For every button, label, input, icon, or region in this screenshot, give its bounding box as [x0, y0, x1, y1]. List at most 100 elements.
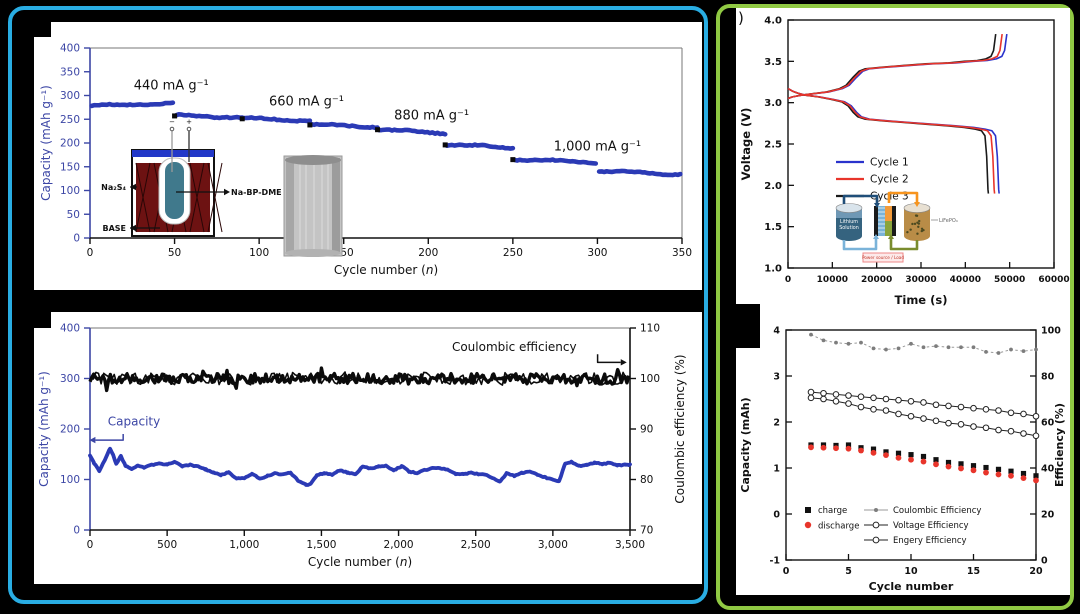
svg-text:1: 1 — [773, 464, 780, 475]
svg-text:150: 150 — [60, 161, 80, 173]
svg-text:0: 0 — [773, 510, 780, 521]
svg-text:Cycle number (n): Cycle number (n) — [334, 263, 438, 277]
svg-text:10: 10 — [904, 566, 918, 577]
svg-text:440 mA g⁻¹: 440 mA g⁻¹ — [134, 78, 209, 93]
svg-text:4: 4 — [773, 326, 780, 337]
svg-text:Cycle 2: Cycle 2 — [870, 174, 909, 186]
svg-text:660 mA g⁻¹: 660 mA g⁻¹ — [269, 94, 344, 109]
svg-text:3,500: 3,500 — [615, 539, 645, 551]
svg-text:3.5: 3.5 — [764, 57, 782, 68]
svg-text:50: 50 — [168, 247, 181, 259]
svg-text:Efficiency (%): Efficiency (%) — [1053, 403, 1066, 487]
svg-text:3.0: 3.0 — [764, 98, 782, 109]
svg-text:500: 500 — [157, 539, 177, 551]
svg-text:Engery Efficiency: Engery Efficiency — [893, 536, 967, 546]
svg-text:40000: 40000 — [950, 275, 981, 285]
svg-text:20: 20 — [1029, 566, 1043, 577]
svg-text:1,500: 1,500 — [306, 539, 336, 551]
svg-text:30000: 30000 — [905, 275, 936, 285]
svg-text:2,500: 2,500 — [461, 539, 491, 551]
svg-text:0: 0 — [87, 539, 94, 551]
svg-text:1,000: 1,000 — [229, 539, 259, 551]
svg-text:110: 110 — [640, 323, 660, 335]
svg-text:200: 200 — [60, 424, 80, 436]
svg-text:charge: charge — [818, 506, 847, 516]
svg-text:20: 20 — [1041, 510, 1055, 521]
svg-text:Cycle number: Cycle number — [869, 580, 954, 593]
svg-text:Solution: Solution — [839, 225, 859, 231]
svg-text:50: 50 — [67, 209, 80, 221]
svg-text:50000: 50000 — [994, 275, 1025, 285]
svg-text:Capacity (mAh g⁻¹): Capacity (mAh g⁻¹) — [37, 371, 51, 487]
svg-text:250: 250 — [503, 247, 523, 259]
svg-text:2.5: 2.5 — [764, 140, 782, 151]
svg-text:40: 40 — [1041, 464, 1055, 475]
svg-text:−: − — [169, 118, 175, 126]
svg-text:Cycle number (n): Cycle number (n) — [308, 555, 412, 569]
svg-text:2,000: 2,000 — [384, 539, 414, 551]
cropped-label-patch — [34, 22, 51, 37]
svg-text:Capacity (mAh): Capacity (mAh) — [739, 397, 752, 492]
panel-right: ) 1.0 1.5 2.0 2.5 3.0 3.5 4.0 0 10000 20000 30000 4… — [716, 4, 1074, 610]
cycling-chart: 0 100 200 300 400 70 80 90 100 110 0 500 1,000 1,500 2… — [37, 323, 687, 570]
svg-text:100: 100 — [1041, 326, 1061, 337]
svg-text:Cycle 1: Cycle 1 — [870, 157, 909, 169]
svg-text:70: 70 — [640, 525, 653, 537]
svg-text:0: 0 — [73, 525, 80, 537]
svg-text:Coulombic efficiency: Coulombic efficiency — [452, 340, 577, 354]
svg-text:Coulombic efficiency (%): Coulombic efficiency (%) — [673, 354, 687, 503]
svg-text:100: 100 — [640, 373, 660, 385]
panel-left: 0 50 100 150 200 250 300 350 400 0 50 100 150 200 250 3… — [8, 6, 708, 604]
svg-text:100: 100 — [60, 185, 80, 197]
cropped-label-patch — [734, 304, 760, 348]
svg-text:3,000: 3,000 — [538, 539, 568, 551]
svg-text:Na₂S₄: Na₂S₄ — [101, 183, 126, 192]
svg-text:60: 60 — [1041, 418, 1055, 429]
cropped-label-patch — [34, 312, 51, 328]
svg-text:0: 0 — [1041, 556, 1048, 567]
svg-text:15: 15 — [967, 566, 980, 577]
svg-text:10000: 10000 — [817, 275, 848, 285]
svg-text:1.0: 1.0 — [764, 264, 782, 275]
svg-text:400: 400 — [60, 323, 80, 335]
svg-text:Lithium: Lithium — [840, 219, 858, 225]
svg-text:90: 90 — [640, 424, 653, 436]
right-charts-figure: ) 1.0 1.5 2.0 2.5 3.0 3.5 4.0 0 10000 20000 30000 4… — [736, 8, 1070, 595]
svg-text:-1: -1 — [769, 556, 780, 567]
svg-text:100: 100 — [60, 474, 80, 486]
svg-text:300: 300 — [587, 247, 607, 259]
svg-text:300: 300 — [60, 90, 80, 102]
svg-text:1.5: 1.5 — [764, 222, 782, 233]
voltage-chart: 1.0 1.5 2.0 2.5 3.0 3.5 4.0 0 10000 20000 30000 400… — [739, 16, 1070, 308]
svg-text:3: 3 — [773, 372, 780, 383]
svg-text:Voltage Efficiency: Voltage Efficiency — [893, 521, 969, 531]
svg-text:4.0: 4.0 — [764, 16, 782, 27]
svg-text:400: 400 — [60, 43, 80, 55]
svg-text:80: 80 — [1041, 372, 1055, 383]
svg-text:5: 5 — [845, 566, 852, 577]
svg-text:880 mA g⁻¹: 880 mA g⁻¹ — [394, 109, 469, 124]
svg-text:200: 200 — [418, 247, 438, 259]
cycling-chart-figure: 0 100 200 300 400 70 80 90 100 110 0 500 1,000 1,500 2… — [34, 312, 702, 584]
svg-text:20000: 20000 — [861, 275, 892, 285]
svg-text:Time (s): Time (s) — [895, 293, 948, 307]
svg-text:Capacity: Capacity — [108, 414, 160, 428]
svg-text:discharge: discharge — [818, 522, 859, 532]
svg-text:LiFePO₄: LiFePO₄ — [939, 218, 958, 224]
svg-text:350: 350 — [60, 66, 80, 78]
svg-text:0: 0 — [73, 233, 80, 245]
svg-text:250: 250 — [60, 114, 80, 126]
svg-text:80: 80 — [640, 474, 653, 486]
svg-text:0: 0 — [87, 247, 94, 259]
svg-text:Na-BP-DME: Na-BP-DME — [231, 188, 282, 197]
svg-text:2: 2 — [773, 418, 780, 429]
panel-label-fragment: ) — [738, 9, 744, 27]
svg-text:100: 100 — [249, 247, 269, 259]
svg-text:2.0: 2.0 — [764, 181, 782, 192]
svg-text:Coulombic Efficiency: Coulombic Efficiency — [893, 506, 981, 516]
svg-text:BASE: BASE — [102, 224, 126, 233]
rate-chart-figure: 0 50 100 150 200 250 300 350 400 0 50 100 150 200 250 3… — [34, 22, 702, 290]
